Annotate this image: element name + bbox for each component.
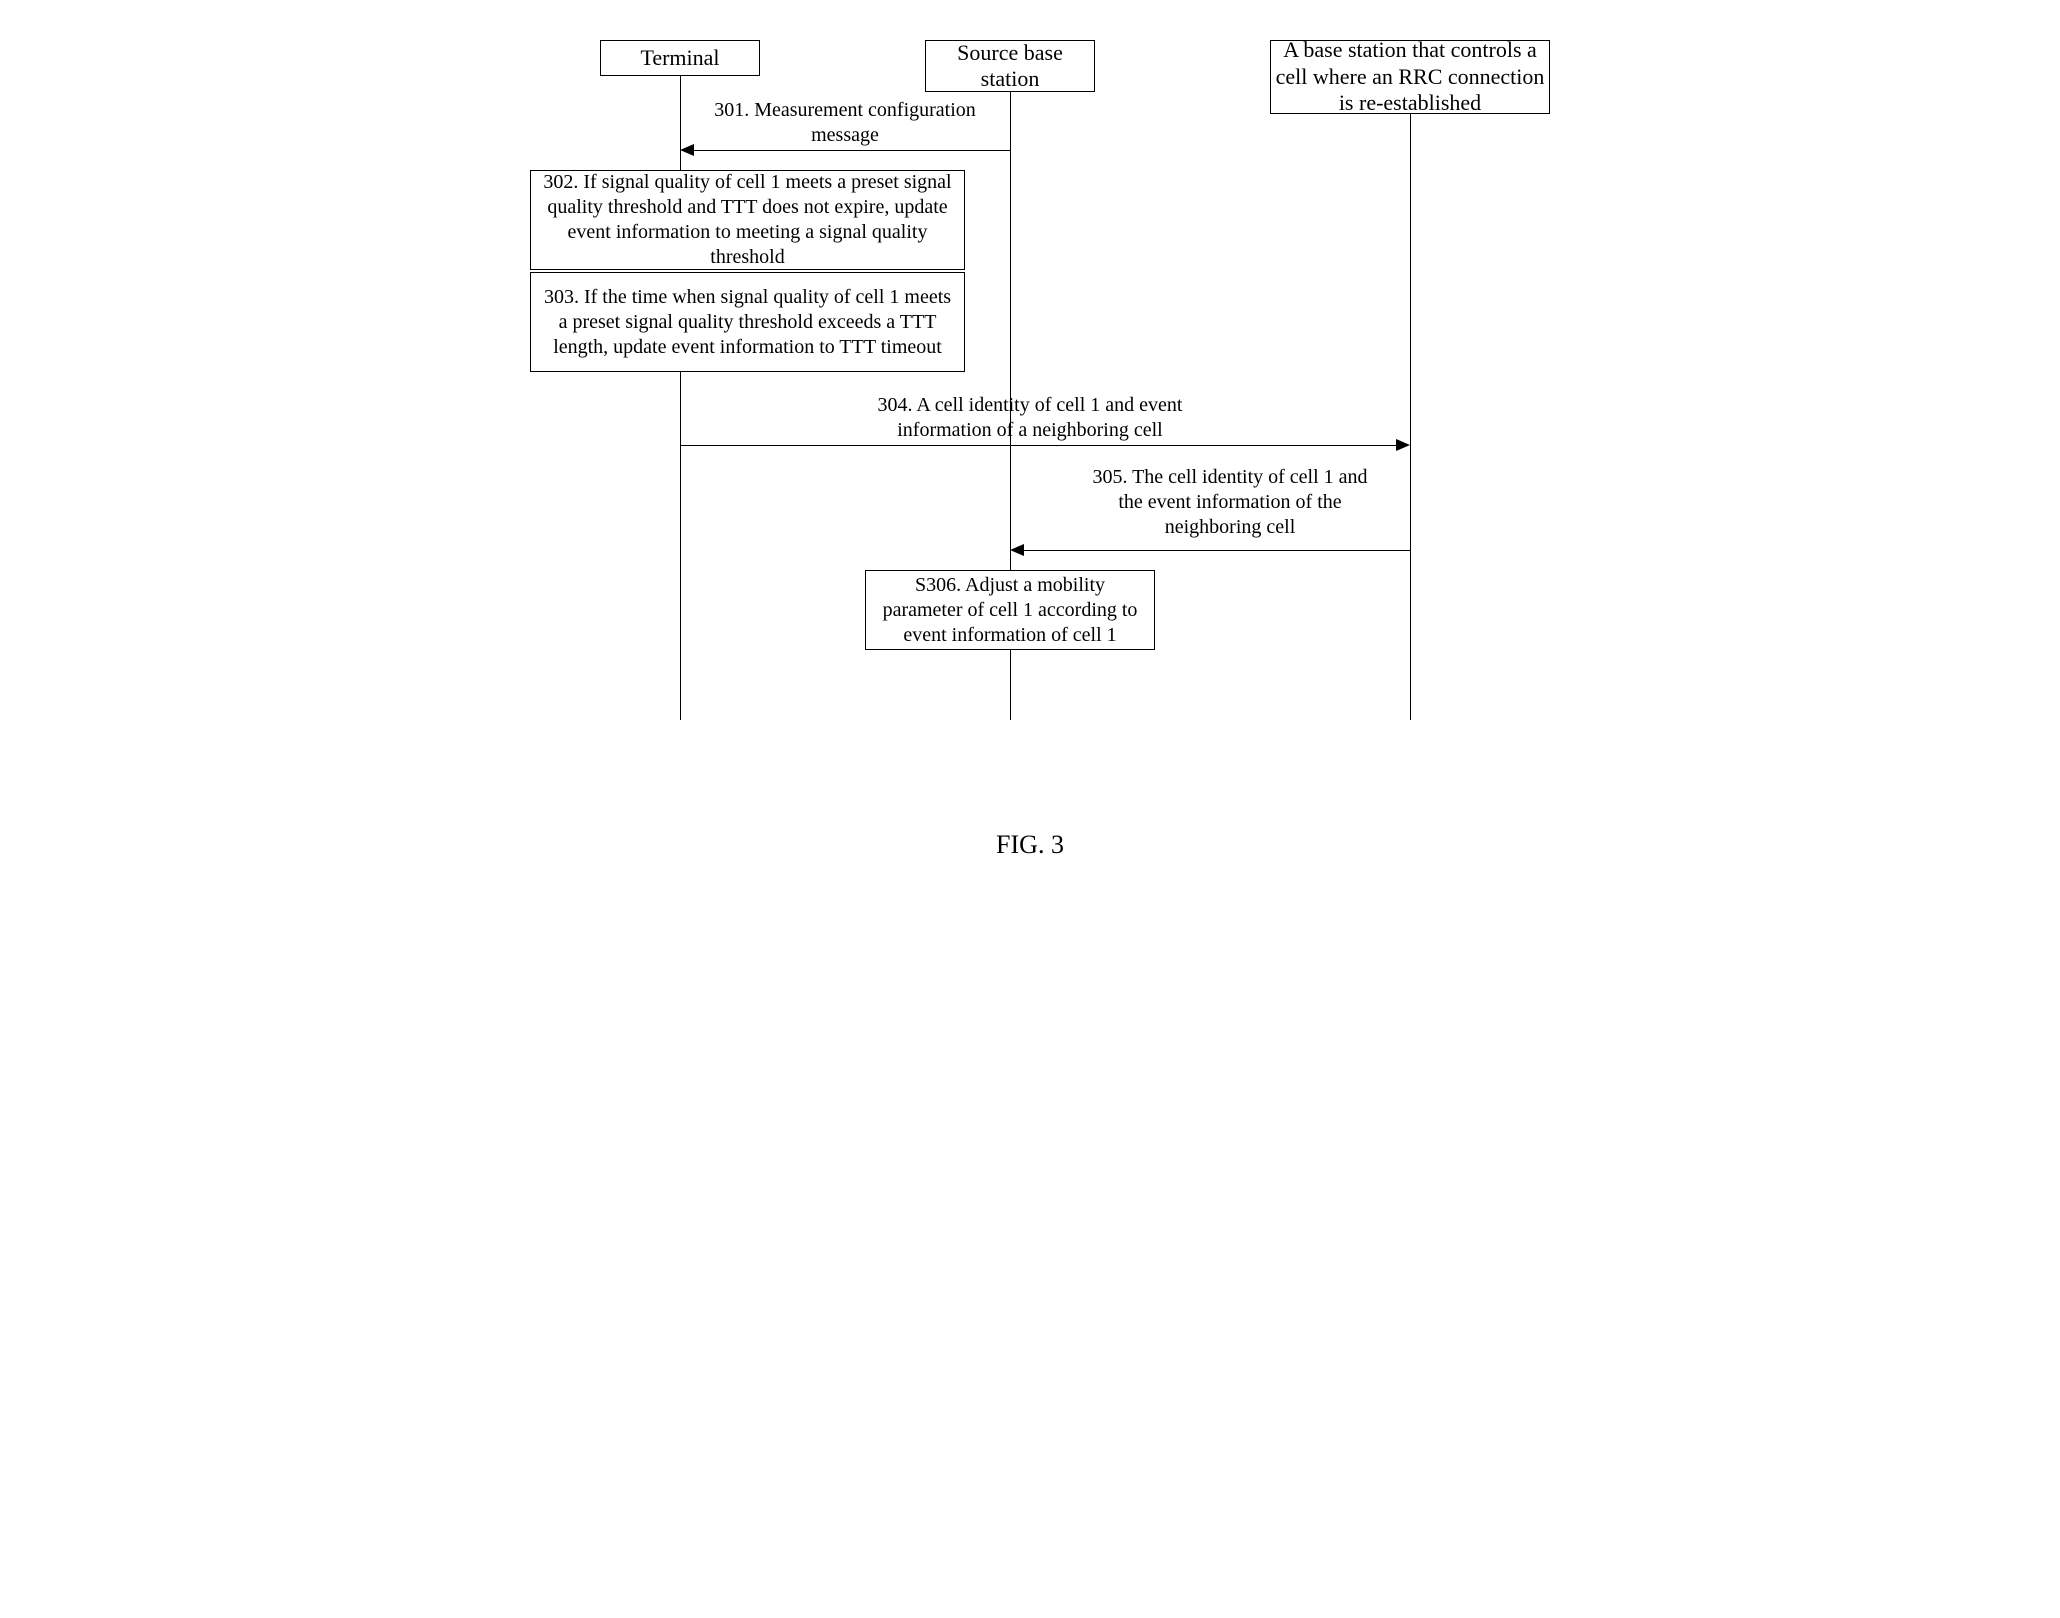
msg-304-arrow <box>680 445 1396 446</box>
figure-caption-text: FIG. 3 <box>996 830 1064 859</box>
msg-301-text: 301. Measurement configuration message <box>714 99 976 146</box>
msg-305-text: 305. The cell identity of cell 1 and the… <box>1092 466 1367 538</box>
process-306-text: S306. Adjust a mobility parameter of cel… <box>874 573 1146 648</box>
msg-301-arrowhead <box>680 144 694 156</box>
figure-caption: FIG. 3 <box>40 830 2020 860</box>
msg-304-label: 304. A cell identity of cell 1 and event… <box>830 393 1230 443</box>
process-303: 303. If the time when signal quality of … <box>530 272 965 372</box>
lifeline-source <box>1010 92 1011 570</box>
lifeline-terminal-2 <box>680 372 681 720</box>
sequence-diagram: Terminal Source base station A base stat… <box>530 40 1530 800</box>
msg-305-arrowhead <box>1010 544 1024 556</box>
actor-reestab-label: A base station that controls a cell wher… <box>1271 37 1549 116</box>
actor-terminal-label: Terminal <box>640 45 719 71</box>
actor-source-base-station: Source base station <box>925 40 1095 92</box>
process-302: 302. If signal quality of cell 1 meets a… <box>530 170 965 270</box>
msg-305-label: 305. The cell identity of cell 1 and the… <box>1080 465 1380 540</box>
process-302-text: 302. If signal quality of cell 1 meets a… <box>539 170 956 270</box>
actor-terminal: Terminal <box>600 40 760 76</box>
lifeline-reestab <box>1410 114 1411 720</box>
process-306: S306. Adjust a mobility parameter of cel… <box>865 570 1155 650</box>
msg-304-arrowhead <box>1396 439 1410 451</box>
process-303-text: 303. If the time when signal quality of … <box>539 285 956 360</box>
actor-source-label: Source base station <box>926 40 1094 93</box>
lifeline-source-2 <box>1010 650 1011 720</box>
msg-301-label: 301. Measurement configuration message <box>705 98 985 148</box>
msg-301-arrow <box>694 150 1010 151</box>
msg-305-arrow <box>1024 550 1410 551</box>
msg-304-text: 304. A cell identity of cell 1 and event… <box>878 394 1183 441</box>
actor-reestablish-base-station: A base station that controls a cell wher… <box>1270 40 1550 114</box>
